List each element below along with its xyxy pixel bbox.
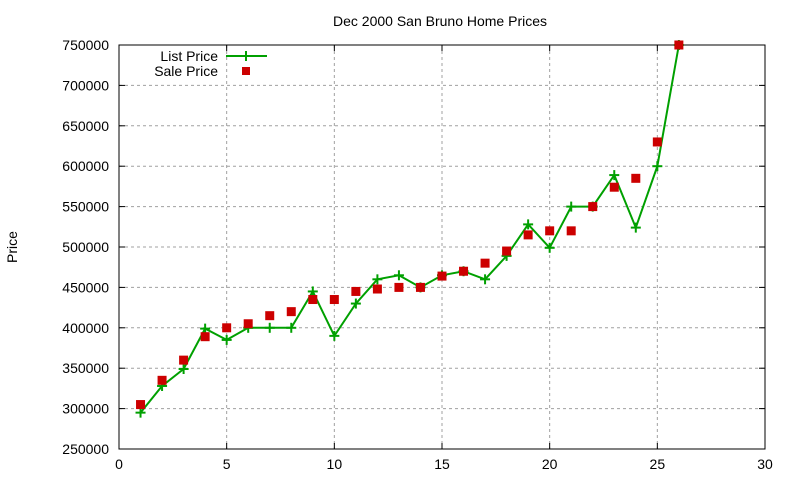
chart-title: Dec 2000 San Bruno Home Prices	[333, 13, 547, 29]
axis-ticks: 250000 300000 350000 400000 450000 500000 5500…	[62, 37, 773, 472]
y-tick-label: 600000	[62, 158, 109, 174]
x-tick-label: 15	[434, 456, 450, 472]
square-marker	[502, 246, 512, 256]
y-tick-label: 300000	[62, 401, 109, 417]
y-tick-label: 500000	[62, 239, 109, 255]
x-tick-label: 30	[757, 456, 773, 472]
square-marker	[372, 284, 382, 294]
square-marker	[200, 332, 210, 342]
y-tick-label: 350000	[62, 360, 109, 376]
square-marker	[265, 311, 275, 321]
y-tick-label: 550000	[62, 199, 109, 215]
x-tick-label: 25	[650, 456, 666, 472]
grid-lines	[119, 45, 765, 449]
square-marker	[545, 226, 555, 236]
y-tick-label: 400000	[62, 320, 109, 336]
legend: List Price Sale Price	[154, 48, 267, 79]
y-tick-label: 450000	[62, 279, 109, 295]
square-marker	[286, 307, 296, 317]
square-marker	[459, 266, 469, 276]
square-marker	[437, 271, 447, 281]
legend-line-icon	[226, 51, 267, 61]
x-tick-label: 5	[223, 456, 231, 472]
list-price-series	[135, 40, 684, 418]
y-tick-label: 750000	[62, 37, 109, 53]
square-marker	[222, 323, 232, 333]
y-tick-label: 250000	[62, 441, 109, 457]
square-marker	[609, 182, 619, 192]
square-marker	[179, 355, 189, 365]
square-marker	[329, 295, 339, 305]
legend-label-sale-price: Sale Price	[154, 63, 218, 79]
sale-price-series	[136, 40, 684, 410]
x-tick-label: 10	[327, 456, 343, 472]
square-marker	[243, 319, 253, 329]
square-marker	[588, 202, 598, 212]
data-series	[135, 40, 684, 418]
y-tick-label: 650000	[62, 118, 109, 134]
legend-label-list-price: List Price	[160, 48, 218, 64]
square-marker	[674, 40, 684, 50]
square-marker	[157, 375, 167, 385]
legend-square-icon	[242, 67, 250, 75]
x-tick-label: 0	[115, 456, 123, 472]
square-marker	[631, 173, 641, 183]
square-marker	[566, 226, 576, 236]
x-tick-label: 20	[542, 456, 558, 472]
square-marker	[308, 295, 318, 305]
square-marker	[136, 400, 146, 410]
square-marker	[652, 137, 662, 147]
y-tick-label: 700000	[62, 77, 109, 93]
square-marker	[415, 282, 425, 292]
y-axis-label: Price	[4, 231, 20, 263]
square-marker	[351, 286, 361, 296]
square-marker	[480, 258, 490, 268]
square-marker	[394, 282, 404, 292]
square-marker	[523, 230, 533, 240]
